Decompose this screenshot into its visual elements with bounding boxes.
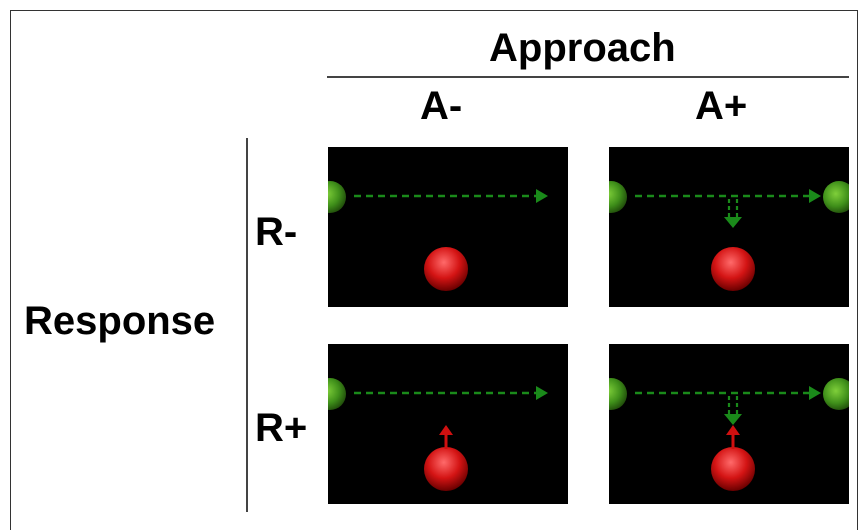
panel-a-plus-r-plus [609, 344, 849, 504]
panel-scene [328, 344, 568, 504]
panel-a-minus-r-plus [328, 344, 568, 504]
deflection-arrowhead [724, 217, 742, 228]
figure-frame [10, 10, 858, 530]
row-label-r-minus: R- [255, 210, 298, 254]
approach-title: Approach [489, 26, 676, 70]
panel-scene [609, 344, 849, 504]
green-ball-right [823, 181, 849, 213]
response-divider [246, 138, 248, 512]
deflection-arrowhead [724, 414, 742, 425]
green-ball-left [328, 378, 346, 410]
trajectory-arrowhead [536, 189, 548, 203]
row-label-r-plus: R+ [255, 406, 308, 450]
response-title: Response [24, 299, 216, 343]
green-ball-right [823, 378, 849, 410]
green-ball-left [609, 181, 627, 213]
panel-scene [609, 147, 849, 307]
panel-scene [328, 147, 568, 307]
panel-a-minus-r-minus [328, 147, 568, 307]
red-ball [424, 247, 468, 291]
trajectory-arrowhead [809, 189, 821, 203]
red-ball [424, 447, 468, 491]
green-ball-left [609, 378, 627, 410]
response-arrowhead [439, 425, 453, 435]
red-ball [711, 447, 755, 491]
trajectory-arrowhead [536, 386, 548, 400]
column-label-a-plus: A+ [695, 84, 748, 128]
panel-a-plus-r-minus [609, 147, 849, 307]
approach-divider [327, 76, 849, 78]
green-ball-left [328, 181, 346, 213]
column-label-a-minus: A- [420, 84, 463, 128]
trajectory-arrowhead [809, 386, 821, 400]
response-arrowhead [726, 425, 740, 435]
red-ball [711, 247, 755, 291]
